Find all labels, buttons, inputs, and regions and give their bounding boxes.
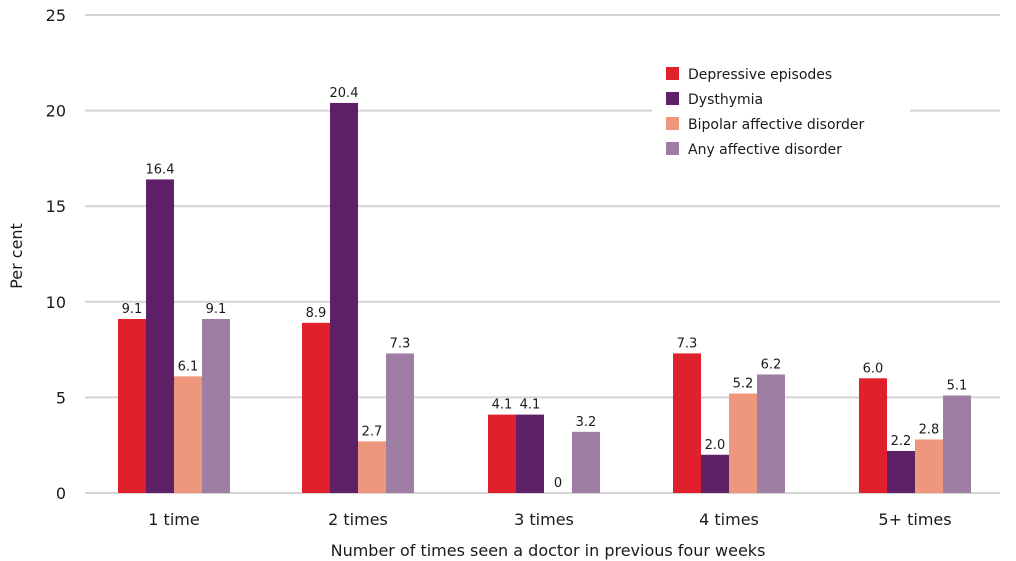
bar <box>572 431 600 493</box>
data-label: 8.9 <box>306 306 327 321</box>
y-tick-label: 0 <box>56 484 66 503</box>
data-label: 6.0 <box>863 361 884 376</box>
data-label: 9.1 <box>122 302 143 317</box>
bar <box>488 414 516 493</box>
data-label: 2.8 <box>919 422 940 437</box>
x-axis-title: Number of times seen a doctor in previou… <box>331 541 766 560</box>
y-tick-label: 10 <box>46 293 66 312</box>
data-labels: 9.1 16.4 6.1 9.1 8.9 20.4 2.7 7.3 4.1 4.1 0 3.2 7.3 2… <box>122 86 968 491</box>
x-tick-label: 3 times <box>514 510 574 529</box>
data-label: 6.1 <box>178 359 199 374</box>
data-label: 0 <box>554 476 562 491</box>
legend-background <box>652 56 910 166</box>
data-label: 5.1 <box>947 378 968 393</box>
legend-swatch <box>666 67 679 80</box>
bar <box>915 439 943 493</box>
bar <box>302 322 330 493</box>
data-label: 4.1 <box>520 398 541 413</box>
bar <box>943 395 971 493</box>
data-label: 2.2 <box>891 434 912 449</box>
data-label: 2.7 <box>362 424 383 439</box>
data-label: 4.1 <box>492 398 513 413</box>
x-tick-label: 4 times <box>699 510 759 529</box>
bars <box>118 102 971 494</box>
legend-label: Dysthymia <box>688 92 763 108</box>
data-label: 16.4 <box>146 162 175 177</box>
bar <box>887 450 915 493</box>
x-tick-label: 5+ times <box>878 510 951 529</box>
data-label: 6.2 <box>761 357 782 372</box>
data-label: 20.4 <box>330 86 359 101</box>
y-tick-label: 5 <box>56 388 66 407</box>
bar <box>146 179 174 493</box>
data-label: 5.2 <box>733 377 754 392</box>
data-label: 9.1 <box>206 302 227 317</box>
data-label: 2.0 <box>705 438 726 453</box>
bar <box>174 376 202 493</box>
legend-swatch <box>666 142 679 155</box>
y-tick-label: 15 <box>46 197 66 216</box>
bar <box>330 102 358 494</box>
bar <box>729 393 757 493</box>
x-axis-ticks: 1 time 2 times 3 times 4 times 5+ times <box>148 510 951 529</box>
bar <box>358 441 386 493</box>
bar <box>516 414 544 493</box>
legend-label: Bipolar affective disorder <box>688 117 865 133</box>
x-tick-label: 1 time <box>148 510 199 529</box>
x-tick-label: 2 times <box>328 510 388 529</box>
data-label: 3.2 <box>576 415 597 430</box>
legend: Depressive episodes Dysthymia Bipolar affe… <box>666 67 865 158</box>
gridlines <box>85 14 1000 494</box>
y-axis-ticks: 0 5 10 15 20 25 <box>46 6 66 503</box>
bar <box>859 378 887 493</box>
y-axis-title: Per cent <box>7 223 26 289</box>
bar <box>118 319 146 493</box>
legend-swatch <box>666 92 679 105</box>
bar <box>673 353 701 493</box>
legend-label: Any affective disorder <box>688 142 842 158</box>
legend-label: Depressive episodes <box>688 67 832 83</box>
bar <box>202 319 230 493</box>
data-label: 7.3 <box>677 336 698 351</box>
data-label: 7.3 <box>390 336 411 351</box>
legend-swatch <box>666 117 679 130</box>
bar <box>386 353 414 493</box>
y-tick-label: 25 <box>46 6 66 25</box>
bar <box>701 454 729 493</box>
y-tick-label: 20 <box>46 102 66 121</box>
bar <box>757 374 785 493</box>
